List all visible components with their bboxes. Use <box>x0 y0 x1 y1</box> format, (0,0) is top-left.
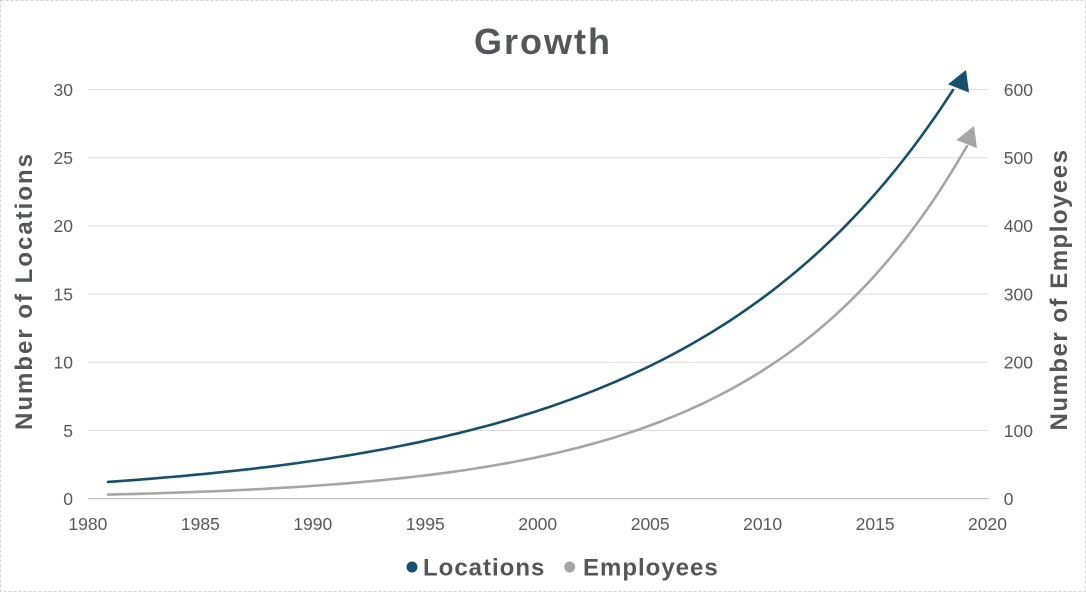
svg-text:30: 30 <box>54 80 74 100</box>
svg-text:300: 300 <box>1004 284 1033 304</box>
svg-text:2015: 2015 <box>856 514 895 534</box>
svg-text:1990: 1990 <box>293 514 332 534</box>
svg-text:10: 10 <box>54 353 74 373</box>
svg-text:20: 20 <box>54 216 74 236</box>
svg-text:100: 100 <box>1004 421 1033 441</box>
svg-text:2020: 2020 <box>968 514 1007 534</box>
svg-text:Locations: Locations <box>423 555 545 582</box>
svg-text:1980: 1980 <box>68 514 107 534</box>
svg-text:0: 0 <box>63 489 73 509</box>
svg-text:0: 0 <box>1004 489 1014 509</box>
svg-text:1995: 1995 <box>406 514 445 534</box>
svg-text:2010: 2010 <box>743 514 782 534</box>
svg-text:5: 5 <box>63 421 73 441</box>
svg-text:600: 600 <box>1004 80 1033 100</box>
svg-text:Growth: Growth <box>474 21 612 62</box>
svg-text:200: 200 <box>1004 353 1033 373</box>
svg-text:500: 500 <box>1004 148 1033 168</box>
svg-text:1985: 1985 <box>181 514 220 534</box>
svg-text:25: 25 <box>54 148 73 168</box>
svg-text:Number of Employees: Number of Employees <box>1046 149 1073 431</box>
svg-text:400: 400 <box>1004 216 1033 236</box>
svg-text:2000: 2000 <box>518 514 557 534</box>
svg-text:Employees: Employees <box>583 555 719 582</box>
svg-text:Number of Locations: Number of Locations <box>11 152 38 430</box>
svg-text:15: 15 <box>54 284 73 304</box>
svg-text:2005: 2005 <box>631 514 670 534</box>
